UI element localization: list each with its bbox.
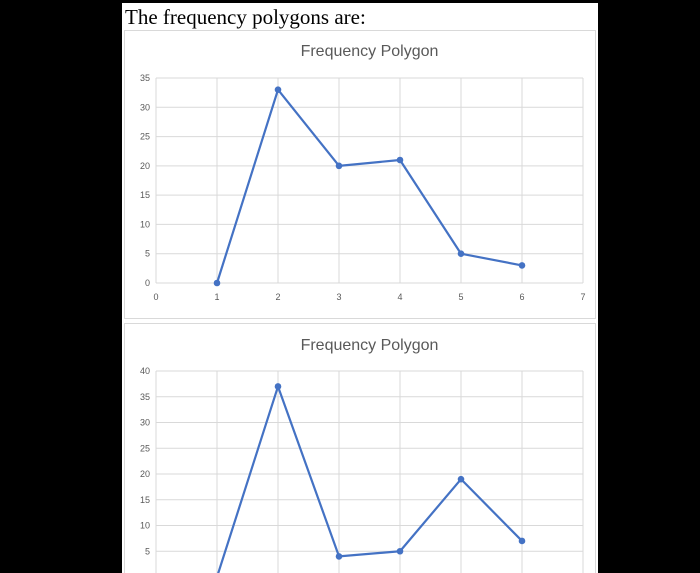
chart-1-xtick-7: 7 bbox=[580, 292, 585, 302]
chart-2-ytick-25: 25 bbox=[140, 443, 150, 453]
chart-1-xtick-2: 2 bbox=[275, 292, 280, 302]
chart-1-xtick-4: 4 bbox=[397, 292, 402, 302]
chart-2-series-line-0 bbox=[217, 385, 523, 573]
chart-1-xtick-6: 6 bbox=[519, 292, 524, 302]
chart-1-ytick-10: 10 bbox=[140, 219, 150, 229]
chart-1-ytick-0: 0 bbox=[145, 278, 150, 288]
chart-1-point-1 bbox=[213, 279, 221, 287]
chart-1-xtick-3: 3 bbox=[336, 292, 341, 302]
chart-1-ytick-25: 25 bbox=[140, 132, 150, 142]
chart-2-ytick-30: 30 bbox=[140, 418, 150, 428]
chart-1-series-line-0 bbox=[215, 88, 523, 284]
chart-1-point-6 bbox=[518, 262, 526, 269]
chart-2-title: Frequency Polygon bbox=[301, 337, 439, 354]
frequency-polygon-chart-2: Frequency Polygon0510152025303540 bbox=[124, 323, 596, 573]
page-heading: The frequency polygons are: bbox=[125, 5, 366, 29]
chart-2-svg: Frequency Polygon0510152025303540 bbox=[140, 337, 584, 573]
chart-2-point-2 bbox=[274, 383, 282, 390]
chart-2-ytick-35: 35 bbox=[140, 392, 150, 402]
chart-2-ytick-5: 5 bbox=[145, 546, 150, 556]
chart-1-xtick-0: 0 bbox=[153, 292, 158, 302]
frequency-polygon-chart-1: Frequency Polygon 0 5 10 15 20 25 30 35 0 1 2 3 4 5 6 7 bbox=[124, 30, 596, 319]
chart-2-ytick-10: 10 bbox=[140, 521, 150, 531]
chart-1-point-2 bbox=[274, 86, 282, 94]
chart-1-point-3 bbox=[335, 162, 343, 170]
chart-2-point-6 bbox=[518, 537, 526, 545]
chart-2-point-5 bbox=[457, 475, 465, 483]
chart-1-title: Frequency Polygon bbox=[301, 43, 439, 60]
chart-1-ytick-20: 20 bbox=[140, 161, 150, 171]
chart-1-xtick-1: 1 bbox=[214, 292, 219, 302]
chart-2-point-4 bbox=[396, 547, 404, 555]
chart-1-point-4 bbox=[396, 156, 404, 164]
chart-1-point-5 bbox=[457, 250, 465, 258]
chart-1-ytick-30: 30 bbox=[140, 102, 150, 112]
chart-1-ytick-5: 5 bbox=[145, 249, 150, 259]
chart-2-ytick-20: 20 bbox=[140, 469, 150, 479]
chart-1-xtick-5: 5 bbox=[458, 292, 463, 302]
chart-2-ytick-40: 40 bbox=[140, 366, 150, 376]
chart-1-ytick-35: 35 bbox=[140, 73, 150, 83]
content-panel: The frequency polygons are: Frequency Po… bbox=[122, 3, 598, 573]
chart-1-svg: Frequency Polygon 0 5 10 15 20 25 30 35 0 1 2 3 4 5 6 7 bbox=[140, 43, 586, 302]
chart-1-ytick-15: 15 bbox=[140, 190, 150, 200]
chart-2-point-3 bbox=[335, 553, 343, 560]
chart-2-ytick-15: 15 bbox=[140, 495, 150, 505]
